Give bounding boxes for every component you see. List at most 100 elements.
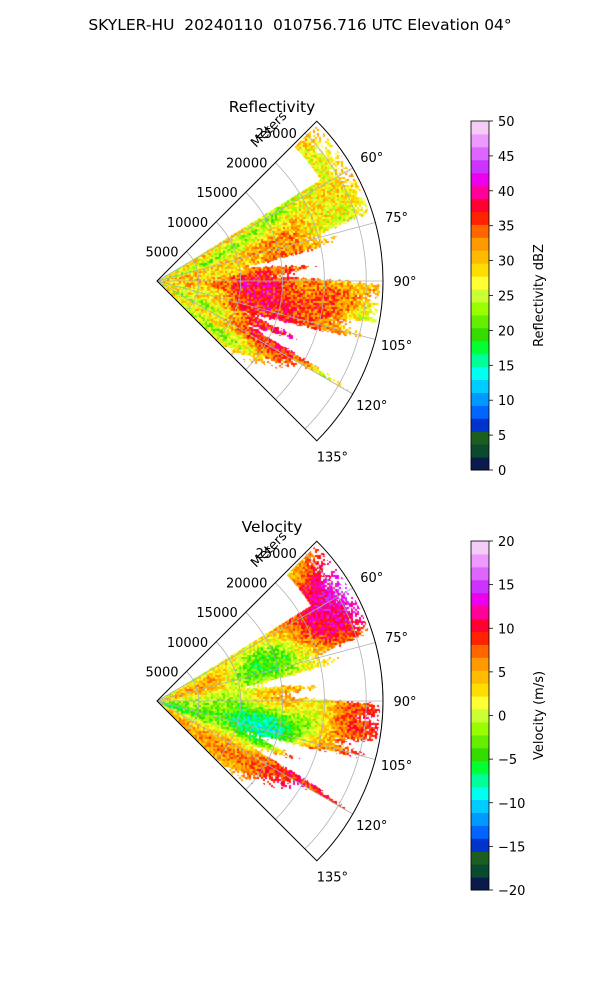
colorbar-tick-label: 50 [498,115,515,130]
azimuth-gridline [156,280,353,395]
colorbar-swatch [471,812,489,826]
colorbar-swatch [471,592,489,607]
colorbar-swatch [471,211,489,225]
colorbar-tick-label: 40 [498,185,515,200]
azimuth-gridline [156,700,353,815]
azimuth-gridline [156,280,376,340]
azimuth-gridline [156,700,376,760]
colorbar-swatch [471,198,489,212]
colorbar-tick-label: 10 [498,622,515,637]
sector-frame [156,540,384,862]
chart-panel-velocity: 5000 10000 15000 20000 25000 60° 75° 90° 105° 120… [145,511,547,899]
colorbar-swatch [471,670,489,684]
radial-tick-label: 20000 [226,577,267,592]
colorbar-swatch [471,696,489,710]
chart-title: Velocity [242,518,303,536]
colorbar-label: Velocity (m/s) [532,671,547,760]
colorbar-swatch [471,851,489,865]
azimuth-tick-label: 60° [360,571,383,586]
colorbar-tick-label: −15 [498,840,525,855]
colorbar-tick-label: 30 [498,255,515,270]
colorbar-swatch [471,314,489,329]
azimuth-gridline [156,222,376,282]
colorbar-swatch [471,379,489,393]
radial-tick-label: 15000 [196,186,237,201]
colorbar-swatch [471,579,489,594]
colorbar-swatch [471,405,489,419]
colorbar-tick-label: 5 [498,429,506,444]
colorbar-swatch [471,721,489,736]
radial-tick-label: 5000 [145,245,178,260]
azimuth-tick-label: 105° [381,339,412,354]
colorbar-swatch [471,877,489,891]
colorbar-swatch [471,431,489,445]
colorbar-tick-label: 5 [498,666,506,681]
colorbar-swatch [471,644,489,658]
chart-title: Reflectivity [229,98,316,116]
radial-tick-label: 5000 [145,665,178,680]
colorbar-swatch [471,825,489,839]
colorbar-swatch [471,263,489,277]
colorbar-swatch [471,618,489,632]
colorbar-swatch [471,553,489,568]
colorbar-tick-label: 25 [498,290,515,305]
colorbar-swatch [471,709,489,723]
colorbar-tick-label: −10 [498,797,525,812]
colorbar-swatch [471,734,489,749]
colorbar-swatch [471,541,489,555]
colorbar-swatch [471,133,489,148]
colorbar-swatch [471,121,489,135]
azimuth-tick-label: 135° [317,870,348,885]
colorbar-swatch [471,786,489,801]
azimuth-tick-label: 75° [385,631,408,646]
chart-panel-reflectivity: 5000 10000 15000 20000 25000 60° 75° 90° 105° 120… [145,91,547,479]
colorbar-swatch [471,250,489,264]
colorbar-tick-label: 10 [498,394,515,409]
colorbar-swatch [471,327,489,342]
colorbar-tick-label: 0 [498,710,506,725]
colorbar-swatch [471,392,489,406]
radial-tick-label: 25000 [256,547,297,562]
azimuth-tick-label: 90° [393,275,416,290]
colorbar-swatch [471,146,489,161]
azimuth-tick-label: 135° [317,450,348,465]
colorbar-swatch [471,301,489,316]
radial-tick-label: 25000 [256,127,297,142]
colorbar-swatch [471,224,489,238]
azimuth-tick-label: 120° [356,819,387,834]
colorbar-swatch [471,159,489,174]
radial-tick-label: 10000 [167,216,208,231]
colorbar-tick-label: 15 [498,579,515,594]
colorbar-swatch [471,657,489,671]
colorbar-swatch [471,773,489,788]
radial-tick-label: 15000 [196,606,237,621]
azimuth-gridline [156,167,353,282]
colorbar-swatch [471,747,489,762]
azimuth-gridline [156,587,353,702]
colorbar-swatch [471,289,489,303]
azimuth-tick-label: 120° [356,399,387,414]
colorbar-tick-label: 15 [498,359,515,374]
colorbar-swatch [471,366,489,381]
azimuth-tick-label: 60° [360,151,383,166]
azimuth-gridline [156,642,376,702]
colorbar-swatch [471,237,489,251]
sector-frame [156,120,384,442]
colorbar-label: Reflectivity dBZ [532,244,547,347]
colorbar-swatch [471,605,489,620]
colorbar-swatch [471,172,489,187]
colorbar-swatch [471,418,489,432]
colorbar-swatch [471,185,489,200]
colorbar-tick-label: −5 [498,753,517,768]
figure-title: SKYLER-HU 20240110 010756.716 UTC Elevat… [88,16,512,34]
colorbar-swatch [471,838,489,852]
colorbar-swatch [471,799,489,813]
azimuth-tick-label: 90° [393,695,416,710]
colorbar-swatch [471,760,489,775]
colorbar-tick-label: 20 [498,535,515,550]
colorbar-tick-label: 20 [498,324,515,339]
azimuth-tick-label: 105° [381,759,412,774]
colorbar: 0 5 10 15 20 25 30 35 40 45 50 Reflectivity dBZ [470,115,547,479]
colorbar-swatch [471,444,489,458]
colorbar-swatch [471,340,489,355]
